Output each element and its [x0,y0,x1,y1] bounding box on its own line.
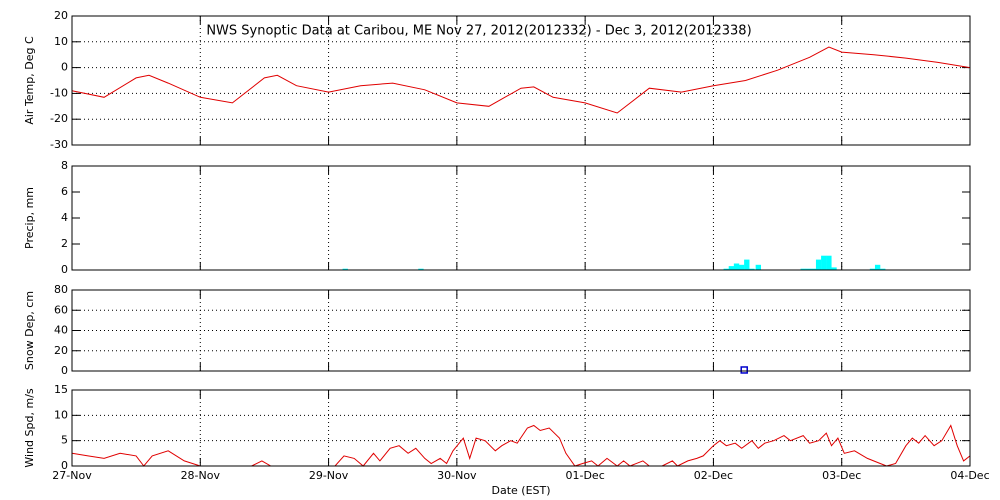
data-line [71,424,971,467]
x-tick-label: 04-Dec [950,469,989,482]
y-tick-label: 20 [54,9,68,22]
y-tick-label: 80 [54,283,68,296]
y-tick-label: -10 [50,86,68,99]
y-axis-label: Air Temp, Deg C [23,36,36,125]
plot-frame [71,15,971,146]
plot-frame [71,165,971,271]
plot-frame [71,389,971,467]
y-tick-label: 5 [61,434,68,447]
bar [815,259,822,270]
bar [805,268,812,270]
y-tick-label: 60 [54,303,68,316]
bar [874,264,881,270]
y-axis-label: Wind Spd, m/s [23,388,36,468]
y-tick-label: 40 [54,324,68,337]
bar [733,263,740,270]
y-tick-label: -30 [50,138,68,151]
y-tick-label: -20 [50,112,68,125]
x-tick-label: 28-Nov [181,469,221,482]
bar [744,259,750,270]
bar [831,267,837,270]
bar [826,255,832,270]
bar [723,268,729,270]
bar [749,268,755,270]
bar [738,264,745,270]
bar [728,266,735,270]
x-tick-label: 30-Nov [437,469,477,482]
bar [880,268,886,270]
y-tick-label: 10 [54,408,68,421]
y-tick-label: 15 [54,383,68,396]
bar [418,268,424,270]
x-tick-label: 02-Dec [694,469,733,482]
data-line [71,46,971,114]
x-tick-label: 01-Dec [566,469,605,482]
y-axis-label: Precip, mm [23,187,36,249]
bar [800,268,806,270]
bar [810,268,817,270]
bar [869,268,876,270]
bar [821,255,827,270]
y-tick-label: 0 [61,61,68,74]
y-axis-label: Snow Dep, cm [23,291,36,370]
point [740,366,748,374]
y-tick-label: 0 [61,459,68,472]
y-tick-label: 0 [61,263,68,276]
x-axis-label: Date (EST) [491,484,550,497]
x-tick-label: 03-Dec [822,469,861,482]
bar [342,268,348,270]
y-tick-label: 10 [54,35,68,48]
bar [755,264,762,270]
plot-frame [71,289,971,372]
y-tick-label: 6 [61,185,68,198]
x-tick-label: 27-Nov [52,469,92,482]
y-tick-label: 2 [61,237,68,250]
y-tick-label: 4 [61,211,68,224]
y-tick-label: 8 [61,159,68,172]
chart-title: NWS Synoptic Data at Caribou, ME Nov 27,… [206,24,751,39]
x-tick-label: 29-Nov [309,469,349,482]
y-tick-label: 0 [61,364,68,377]
y-tick-label: 20 [54,344,68,357]
